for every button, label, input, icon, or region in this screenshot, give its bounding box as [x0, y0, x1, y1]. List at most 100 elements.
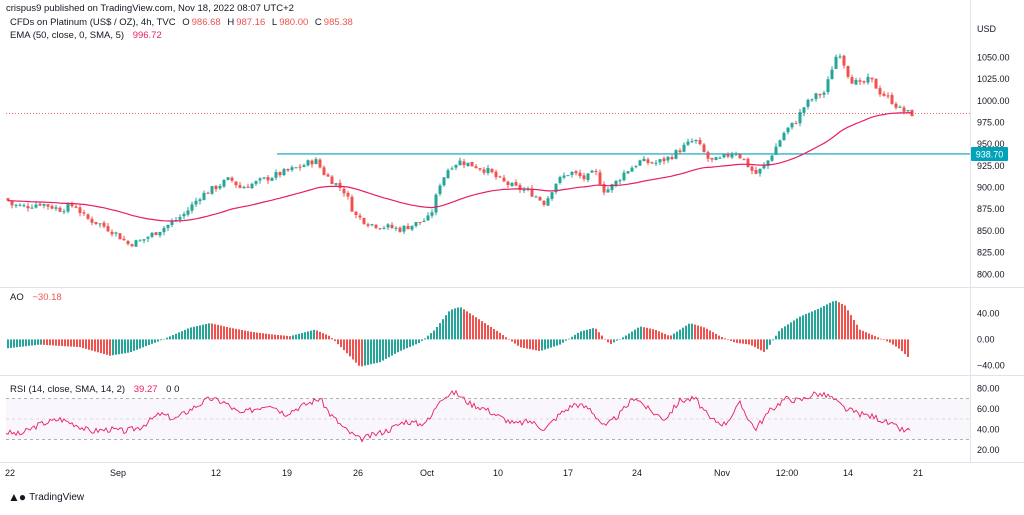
price-tick-label: 950.00 [977, 139, 1005, 149]
ao-bar [274, 334, 276, 340]
candle-body [894, 103, 898, 108]
ao-bar [37, 339, 39, 345]
ao-bar [820, 307, 822, 340]
candle-body [710, 157, 714, 160]
candle-body [230, 177, 234, 181]
ao-bar [43, 339, 45, 345]
time-tick-label: 14 [843, 468, 853, 478]
ao-bar [343, 339, 345, 351]
candle-body [838, 56, 842, 58]
ao-bar [742, 339, 744, 344]
candle-body [86, 214, 90, 219]
ao-bar [196, 326, 198, 340]
ao-bar [709, 330, 711, 340]
candle-body [478, 168, 482, 170]
candle-body [562, 175, 566, 178]
candle-body [742, 158, 746, 160]
ao-bar [424, 338, 426, 340]
candle-body [502, 177, 506, 182]
candle-body [546, 198, 550, 206]
candle-body [110, 231, 114, 235]
ao-bar [745, 339, 747, 345]
ao-bar [496, 330, 498, 340]
ao-bar [469, 313, 471, 340]
candle-body [14, 204, 18, 206]
candle-body [662, 158, 666, 162]
ao-bar [334, 339, 336, 342]
candle-body [678, 150, 682, 153]
candle-body [122, 238, 126, 241]
candle-body [394, 227, 398, 229]
ao-bar [169, 336, 171, 340]
ema-legend: EMA (50, close, 0, SMA, 5) 996.72 [10, 30, 162, 41]
candle-body [642, 158, 646, 162]
time-tick-label: 24 [632, 468, 642, 478]
candle-body [170, 221, 174, 225]
candle-body [890, 95, 894, 104]
candle-body [334, 183, 338, 185]
ao-bar [313, 329, 315, 340]
price-legend: CFDs on Platinum (US$ / OZ), 4h, TVC O 98… [10, 17, 353, 28]
candle-body [386, 224, 390, 228]
ao-bar [427, 335, 429, 340]
candle-body [842, 55, 846, 66]
ao-bar [466, 311, 468, 340]
candle-body [106, 226, 110, 232]
candle-body [734, 153, 738, 155]
candle-body [706, 152, 710, 159]
high-label: H [227, 17, 235, 28]
ao-bar [640, 326, 642, 340]
candle-body [370, 224, 374, 226]
ao-bar [559, 339, 561, 345]
ao-bar [142, 339, 144, 348]
candle-body [730, 154, 734, 158]
ao-bar [253, 332, 255, 340]
ao-bar [22, 339, 24, 347]
candle-body [406, 225, 410, 230]
tradingview-brand[interactable]: ▲● TradingView [8, 490, 84, 504]
ao-bar [835, 300, 837, 340]
ao-bar [706, 328, 708, 340]
ao-bar [124, 339, 126, 354]
ao-bar [7, 339, 9, 349]
ao-bar [571, 336, 573, 340]
candle-body [718, 157, 722, 159]
candle-body [26, 206, 30, 209]
ao-bar [373, 339, 375, 364]
ao-bar [583, 330, 585, 340]
ao-bar [256, 332, 258, 340]
ao-bar [580, 331, 582, 340]
price-tick-label: 800.00 [977, 269, 1005, 279]
candle-body [254, 181, 258, 184]
ao-bar [871, 334, 873, 340]
ao-bar [184, 329, 186, 340]
ao-bar [73, 339, 75, 347]
candle-body [634, 166, 638, 168]
ao-bar [679, 329, 681, 340]
ao-bar [553, 339, 555, 347]
ao-bar [403, 339, 405, 350]
ao-bar [829, 302, 831, 340]
ao-bar [187, 328, 189, 340]
ao-bar [361, 339, 363, 367]
ao-bar [898, 339, 900, 349]
candle-body [62, 211, 66, 213]
ao-bar [70, 339, 72, 347]
ao-bar [475, 317, 477, 340]
candle-body [18, 204, 22, 206]
ao-bar [211, 323, 213, 340]
ao-bar [859, 329, 861, 340]
ao-bar [853, 319, 855, 340]
ao-bar [127, 339, 129, 353]
ao-bar [220, 325, 222, 340]
ao-bar [352, 339, 354, 360]
candle-body [6, 198, 10, 201]
ao-bar [535, 339, 537, 351]
candle-body [298, 166, 302, 168]
candle-body [766, 160, 770, 166]
candle-body [142, 239, 146, 241]
candle-body [362, 217, 366, 224]
candle-body [178, 217, 182, 220]
